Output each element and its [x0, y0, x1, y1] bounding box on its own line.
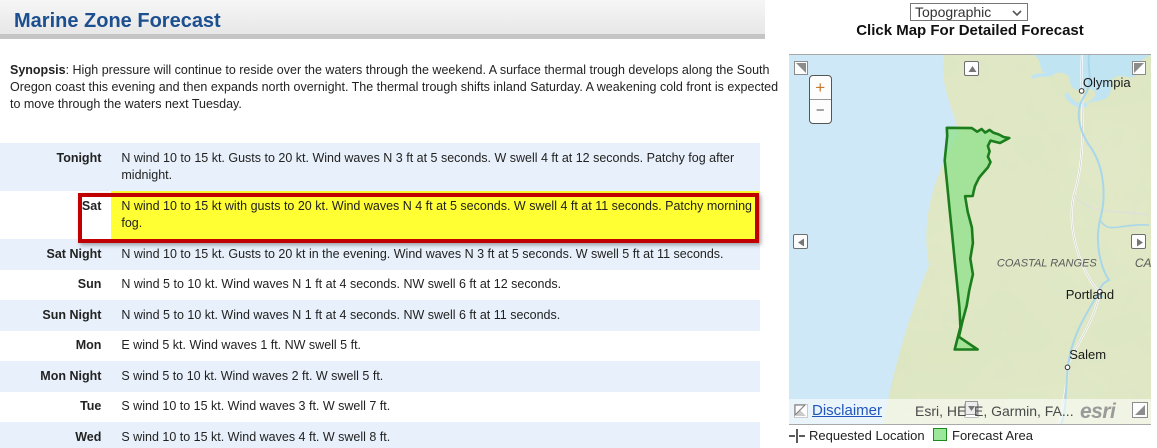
svg-text:Salem: Salem	[1069, 347, 1106, 362]
svg-text:Olympia: Olympia	[1083, 75, 1131, 90]
svg-text:COASTAL RANGES: COASTAL RANGES	[997, 257, 1098, 269]
svg-text:Portland: Portland	[1066, 287, 1114, 302]
svg-text:CA: CA	[1135, 256, 1151, 270]
